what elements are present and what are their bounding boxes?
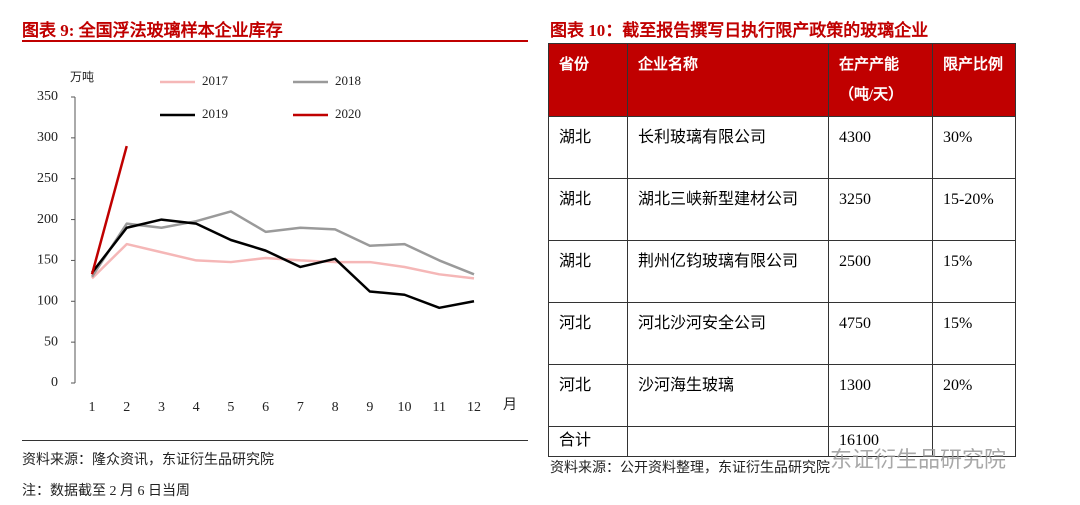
cell: 荆州亿钧玻璃有限公司 [627, 240, 829, 303]
cell: 16100 [828, 426, 933, 457]
x-tick-label: 6 [262, 400, 269, 415]
table-row: 湖北 长利玻璃有限公司 4300 30% [548, 116, 1016, 179]
legend-label: 2019 [202, 106, 228, 121]
x-tick-label: 4 [193, 400, 200, 415]
legend-label: 2017 [202, 73, 229, 88]
header-cell: 在产产能（吨/天） [828, 43, 933, 117]
y-tick-label: 200 [37, 212, 58, 227]
x-tick-label: 8 [332, 400, 339, 415]
cell: 长利玻璃有限公司 [627, 116, 829, 179]
header-cell: 企业名称 [627, 43, 829, 117]
x-tick-label: 5 [227, 400, 234, 415]
table-source: 资料来源：公开资料整理，东证衍生品研究院 [550, 461, 830, 476]
cell: 15% [932, 240, 1016, 303]
series-line [91, 218, 475, 310]
header-cell: 省份 [548, 43, 628, 117]
table: 省份 企业名称 在产产能（吨/天） 限产比例 湖北 长利玻璃有限公司 4300 30% 湖北湖… [548, 43, 1016, 457]
table-row: 河北 沙河海生玻璃 1300 20% [548, 364, 1016, 427]
cell: 20% [932, 364, 1016, 427]
figure-title: 图表 9: 全国浮法玻璃样本企业库存 [22, 21, 283, 40]
y-tick-label: 0 [51, 375, 58, 390]
y-tick-label: 150 [37, 253, 58, 268]
y-tick-label: 300 [37, 130, 58, 145]
cell: 湖北三峡新型建材公司 [627, 178, 829, 241]
x-tick-label: 3 [158, 400, 165, 415]
legend-label: 2020 [335, 106, 361, 121]
total-row: 合计 16100 [548, 426, 1016, 457]
cell: 沙河海生玻璃 [627, 364, 829, 427]
cell: 河北 [548, 364, 628, 427]
cell: 湖北 [548, 240, 628, 303]
title-rule [22, 40, 528, 42]
cell: 3250 [828, 178, 933, 241]
x-tick-label: 12 [467, 400, 481, 415]
cell [627, 426, 829, 457]
x-tick-label: 10 [398, 400, 412, 415]
table-row: 湖北 荆州亿钧玻璃有限公司 2500 15% [548, 240, 1016, 303]
x-tick-label: 1 [89, 400, 96, 415]
watermark: 东证衍生品研究院 [830, 447, 1007, 472]
cell: 2500 [828, 240, 933, 303]
y-axis-label: 万吨 [70, 70, 94, 84]
series-line [90, 145, 128, 275]
x-axis-label: 月 [503, 397, 517, 413]
cell: 4300 [828, 116, 933, 179]
y-tick-label: 350 [37, 89, 58, 104]
cell: 15% [932, 302, 1016, 365]
cell: 1300 [828, 364, 933, 427]
legend-label: 2018 [335, 73, 361, 88]
cell: 30% [932, 116, 1016, 179]
source: 资料来源：隆众资讯，东证衍生品研究院 [22, 453, 274, 468]
x-tick-label: 9 [366, 400, 373, 415]
cell: 湖北 [548, 116, 628, 179]
cell: 河北沙河安全公司 [627, 302, 829, 365]
rule [22, 440, 528, 441]
table-row: 河北 河北沙河安全公司 4750 15% [548, 302, 1016, 365]
cell: 湖北 [548, 178, 628, 241]
x-tick-label: 7 [297, 400, 304, 415]
cell: 4750 [828, 302, 933, 365]
header-cell: 限产比例 [932, 43, 1016, 117]
series-line [90, 210, 475, 278]
table-row: 湖北 湖北三峡新型建材公司 3250 15-20% [548, 178, 1016, 241]
x-tick-label: 2 [123, 400, 130, 415]
x-tick-label: 11 [433, 400, 446, 415]
y-tick-label: 50 [44, 334, 58, 349]
cell [932, 426, 1016, 457]
cell: 河北 [548, 302, 628, 365]
table-title: 图表 10：截至报告撰写日执行限产政策的玻璃企业 [550, 21, 929, 40]
cell: 合计 [548, 426, 628, 457]
y-tick-label: 100 [37, 294, 58, 309]
note: 注：数据截至 2 月 6 日当周 [22, 484, 190, 499]
cell: 15-20% [932, 178, 1016, 241]
y-tick-label: 250 [37, 171, 58, 186]
